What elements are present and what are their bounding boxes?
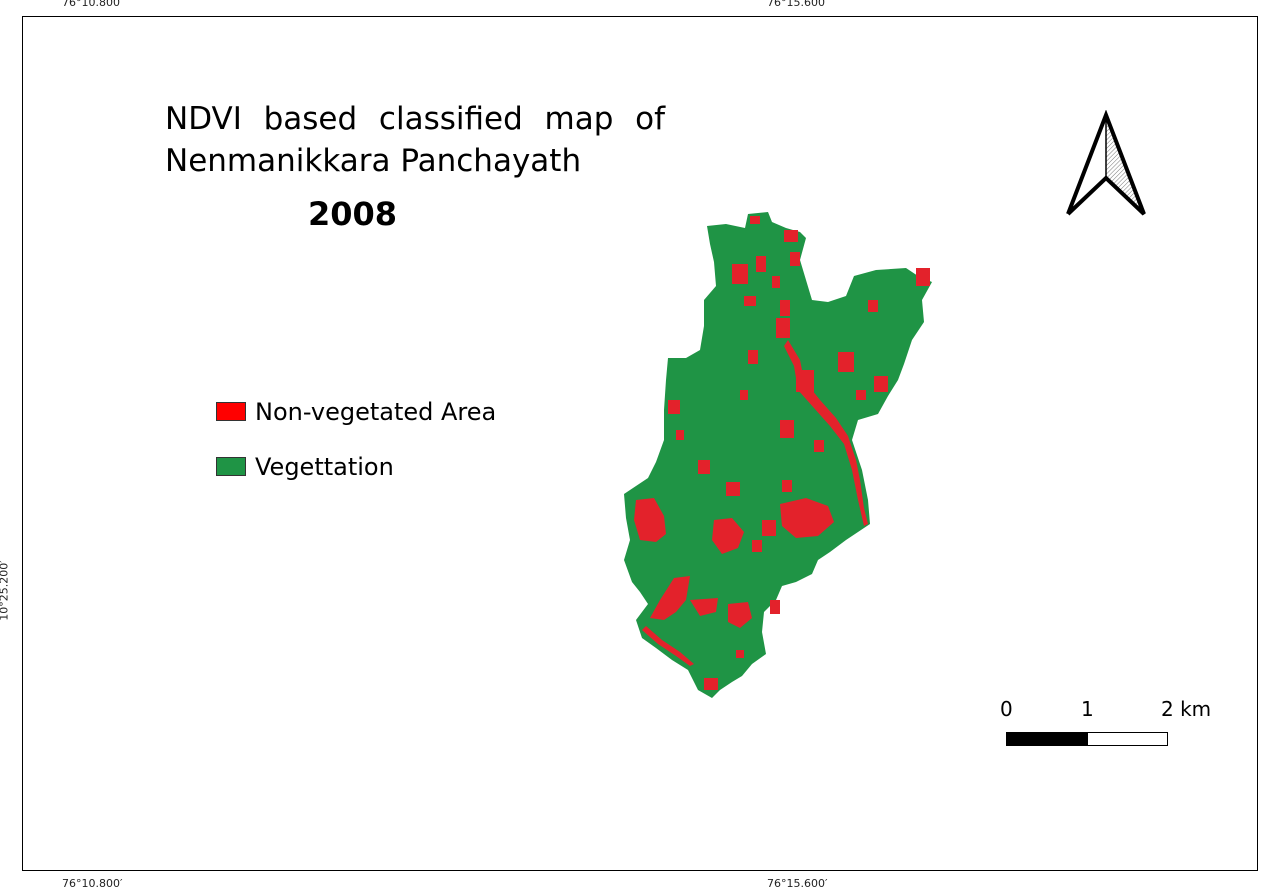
legend-swatch-non-vegetated	[216, 402, 246, 421]
vegetation-region	[624, 212, 932, 698]
map-title: NDVI based classified map of Nenmanikkar…	[165, 98, 665, 182]
scale-label-0: 0	[1000, 697, 1013, 721]
scale-label-2: 2 km	[1161, 697, 1212, 721]
scale-bar-black-segment	[1007, 733, 1088, 745]
scale-bar	[1006, 732, 1168, 746]
coord-top-left: 76°10.800′	[62, 0, 123, 9]
non-vegetated-region	[634, 216, 930, 690]
coord-top-right: 76°15.600′	[767, 0, 828, 9]
legend-label-non-vegetated: Non-vegetated Area	[255, 398, 497, 426]
classified-map	[624, 212, 932, 698]
legend-swatch-vegetation	[216, 457, 246, 476]
panchayath-boundary	[624, 212, 932, 698]
map-year: 2008	[308, 195, 398, 233]
legend-label-vegetation: Vegettation	[255, 453, 394, 481]
coord-bottom-right: 76°15.600′	[767, 877, 828, 890]
map-frame	[22, 16, 1258, 871]
map-title-line2: Nenmanikkara Panchayath	[165, 143, 582, 179]
map-title-line1: NDVI based classified map of	[165, 101, 665, 137]
north-arrow-icon	[1066, 110, 1146, 216]
scale-label-1: 1	[1081, 697, 1094, 721]
coord-bottom-left: 76°10.800′	[62, 877, 123, 890]
coord-left-latitude: 10°25.200′	[0, 560, 11, 621]
